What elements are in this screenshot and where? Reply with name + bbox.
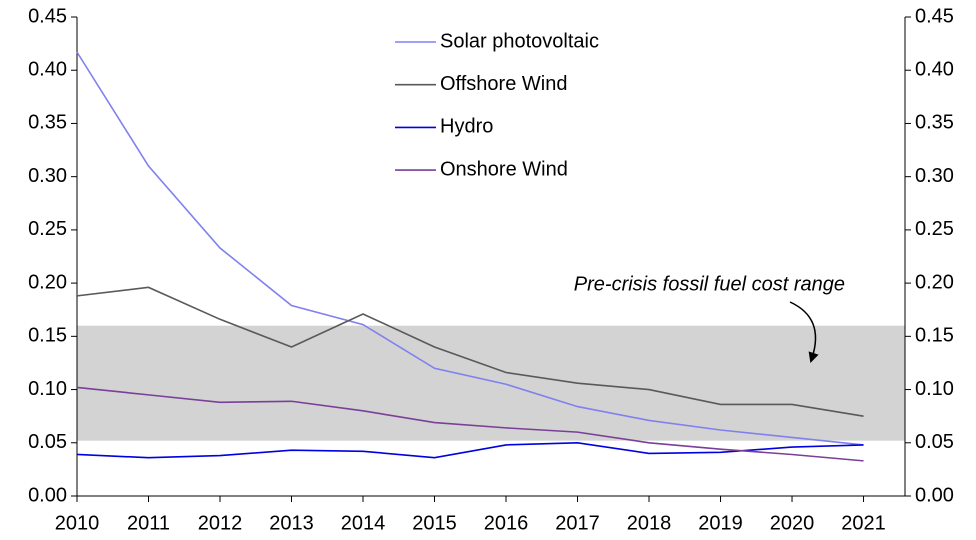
y-tick-label: 0.45 — [28, 5, 67, 27]
series-line — [76, 286, 864, 417]
x-tick-label: 2020 — [770, 512, 815, 534]
y2-tick-label: 0.30 — [915, 165, 954, 187]
band-layer — [77, 325, 905, 441]
y2-tick-label: 0.45 — [915, 5, 954, 27]
y-tick-label: 0.05 — [28, 431, 67, 453]
y-tick-label: 0.30 — [28, 165, 67, 187]
y2-tick-label: 0.05 — [915, 431, 954, 453]
legend-label: Onshore Wind — [440, 158, 568, 180]
x-tick-label: 2013 — [269, 512, 314, 534]
legend-label: Solar photovoltaic — [440, 30, 599, 52]
y2-tick-label: 0.40 — [915, 59, 954, 81]
y-tick-label: 0.40 — [28, 59, 67, 81]
y-tick-label: 0.20 — [28, 271, 67, 293]
x-tick-label: 2019 — [698, 512, 743, 534]
series-line — [76, 386, 864, 462]
cost-band — [77, 325, 905, 441]
y2-tick-label: 0.25 — [915, 218, 954, 240]
series-line — [76, 51, 864, 446]
y2-tick-label: 0.10 — [915, 378, 954, 400]
legend-label: Offshore Wind — [440, 73, 567, 95]
x-tick-label: 2014 — [341, 512, 386, 534]
x-tick-label: 2018 — [627, 512, 672, 534]
x-tick-label: 2015 — [412, 512, 457, 534]
y2-tick-label: 0.00 — [915, 484, 954, 506]
y-tick-label: 0.00 — [28, 484, 67, 506]
x-tick-label: 2012 — [198, 512, 243, 534]
y2-tick-label: 0.15 — [915, 325, 954, 347]
x-tick-label: 2021 — [841, 512, 886, 534]
y2-tick-label: 0.35 — [915, 112, 954, 134]
x-tick-label: 2011 — [127, 512, 170, 534]
series-line — [76, 441, 864, 459]
x-tick-label: 2016 — [484, 512, 529, 534]
legend-label: Hydro — [440, 116, 493, 138]
y-tick-label: 0.15 — [28, 325, 67, 347]
x-tick-label: 2017 — [555, 512, 600, 534]
annotation-arrow — [789, 301, 819, 363]
y-tick-label: 0.25 — [28, 218, 67, 240]
x-tick-label: 2010 — [55, 512, 100, 534]
y-tick-label: 0.10 — [28, 378, 67, 400]
y-tick-label: 0.35 — [28, 112, 67, 134]
annotation: Pre-crisis fossil fuel cost range — [574, 273, 845, 295]
y2-tick-label: 0.20 — [915, 271, 954, 293]
